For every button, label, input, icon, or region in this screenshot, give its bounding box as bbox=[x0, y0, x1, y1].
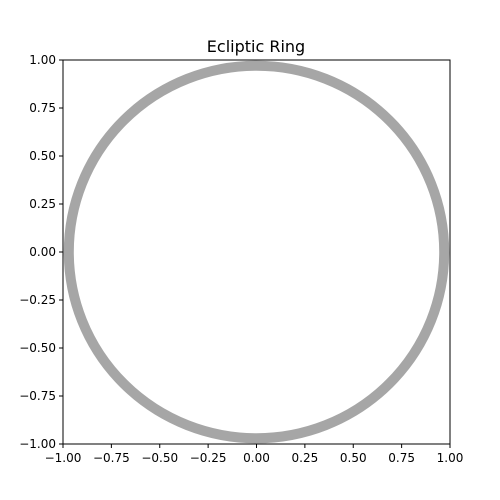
plot-area bbox=[69, 66, 444, 438]
x-axis: −1.00 −0.75 −0.50 −0.25 0.00 0.25 0.50 0.75 1.00 bbox=[45, 444, 464, 465]
y-tick-label: −1.00 bbox=[19, 437, 56, 451]
y-tick-label: 0.00 bbox=[29, 245, 56, 259]
y-axis: −1.00 −0.75 −0.50 −0.25 0.00 0.25 0.50 0.75 1.00 bbox=[19, 53, 63, 451]
y-tick-label: 0.25 bbox=[29, 197, 56, 211]
x-tick-label: 0.75 bbox=[388, 451, 415, 465]
ring-series-0 bbox=[69, 66, 444, 438]
y-tick-label: −0.25 bbox=[19, 293, 56, 307]
x-tick-label: 0.50 bbox=[340, 451, 367, 465]
chart-title: Ecliptic Ring bbox=[207, 37, 305, 56]
y-tick-label: −0.75 bbox=[19, 389, 56, 403]
x-tick-label: 0.00 bbox=[243, 451, 270, 465]
y-tick-label: −0.50 bbox=[19, 341, 56, 355]
x-tick-label: −1.00 bbox=[45, 451, 82, 465]
y-tick-label: 0.50 bbox=[29, 149, 56, 163]
x-tick-label: −0.25 bbox=[190, 451, 227, 465]
x-tick-label: 1.00 bbox=[437, 451, 464, 465]
y-tick-label: 1.00 bbox=[29, 53, 56, 67]
y-tick-label: 0.75 bbox=[29, 101, 56, 115]
x-tick-label: −0.50 bbox=[141, 451, 178, 465]
x-tick-label: 0.25 bbox=[292, 451, 319, 465]
x-tick-label: −0.75 bbox=[93, 451, 130, 465]
